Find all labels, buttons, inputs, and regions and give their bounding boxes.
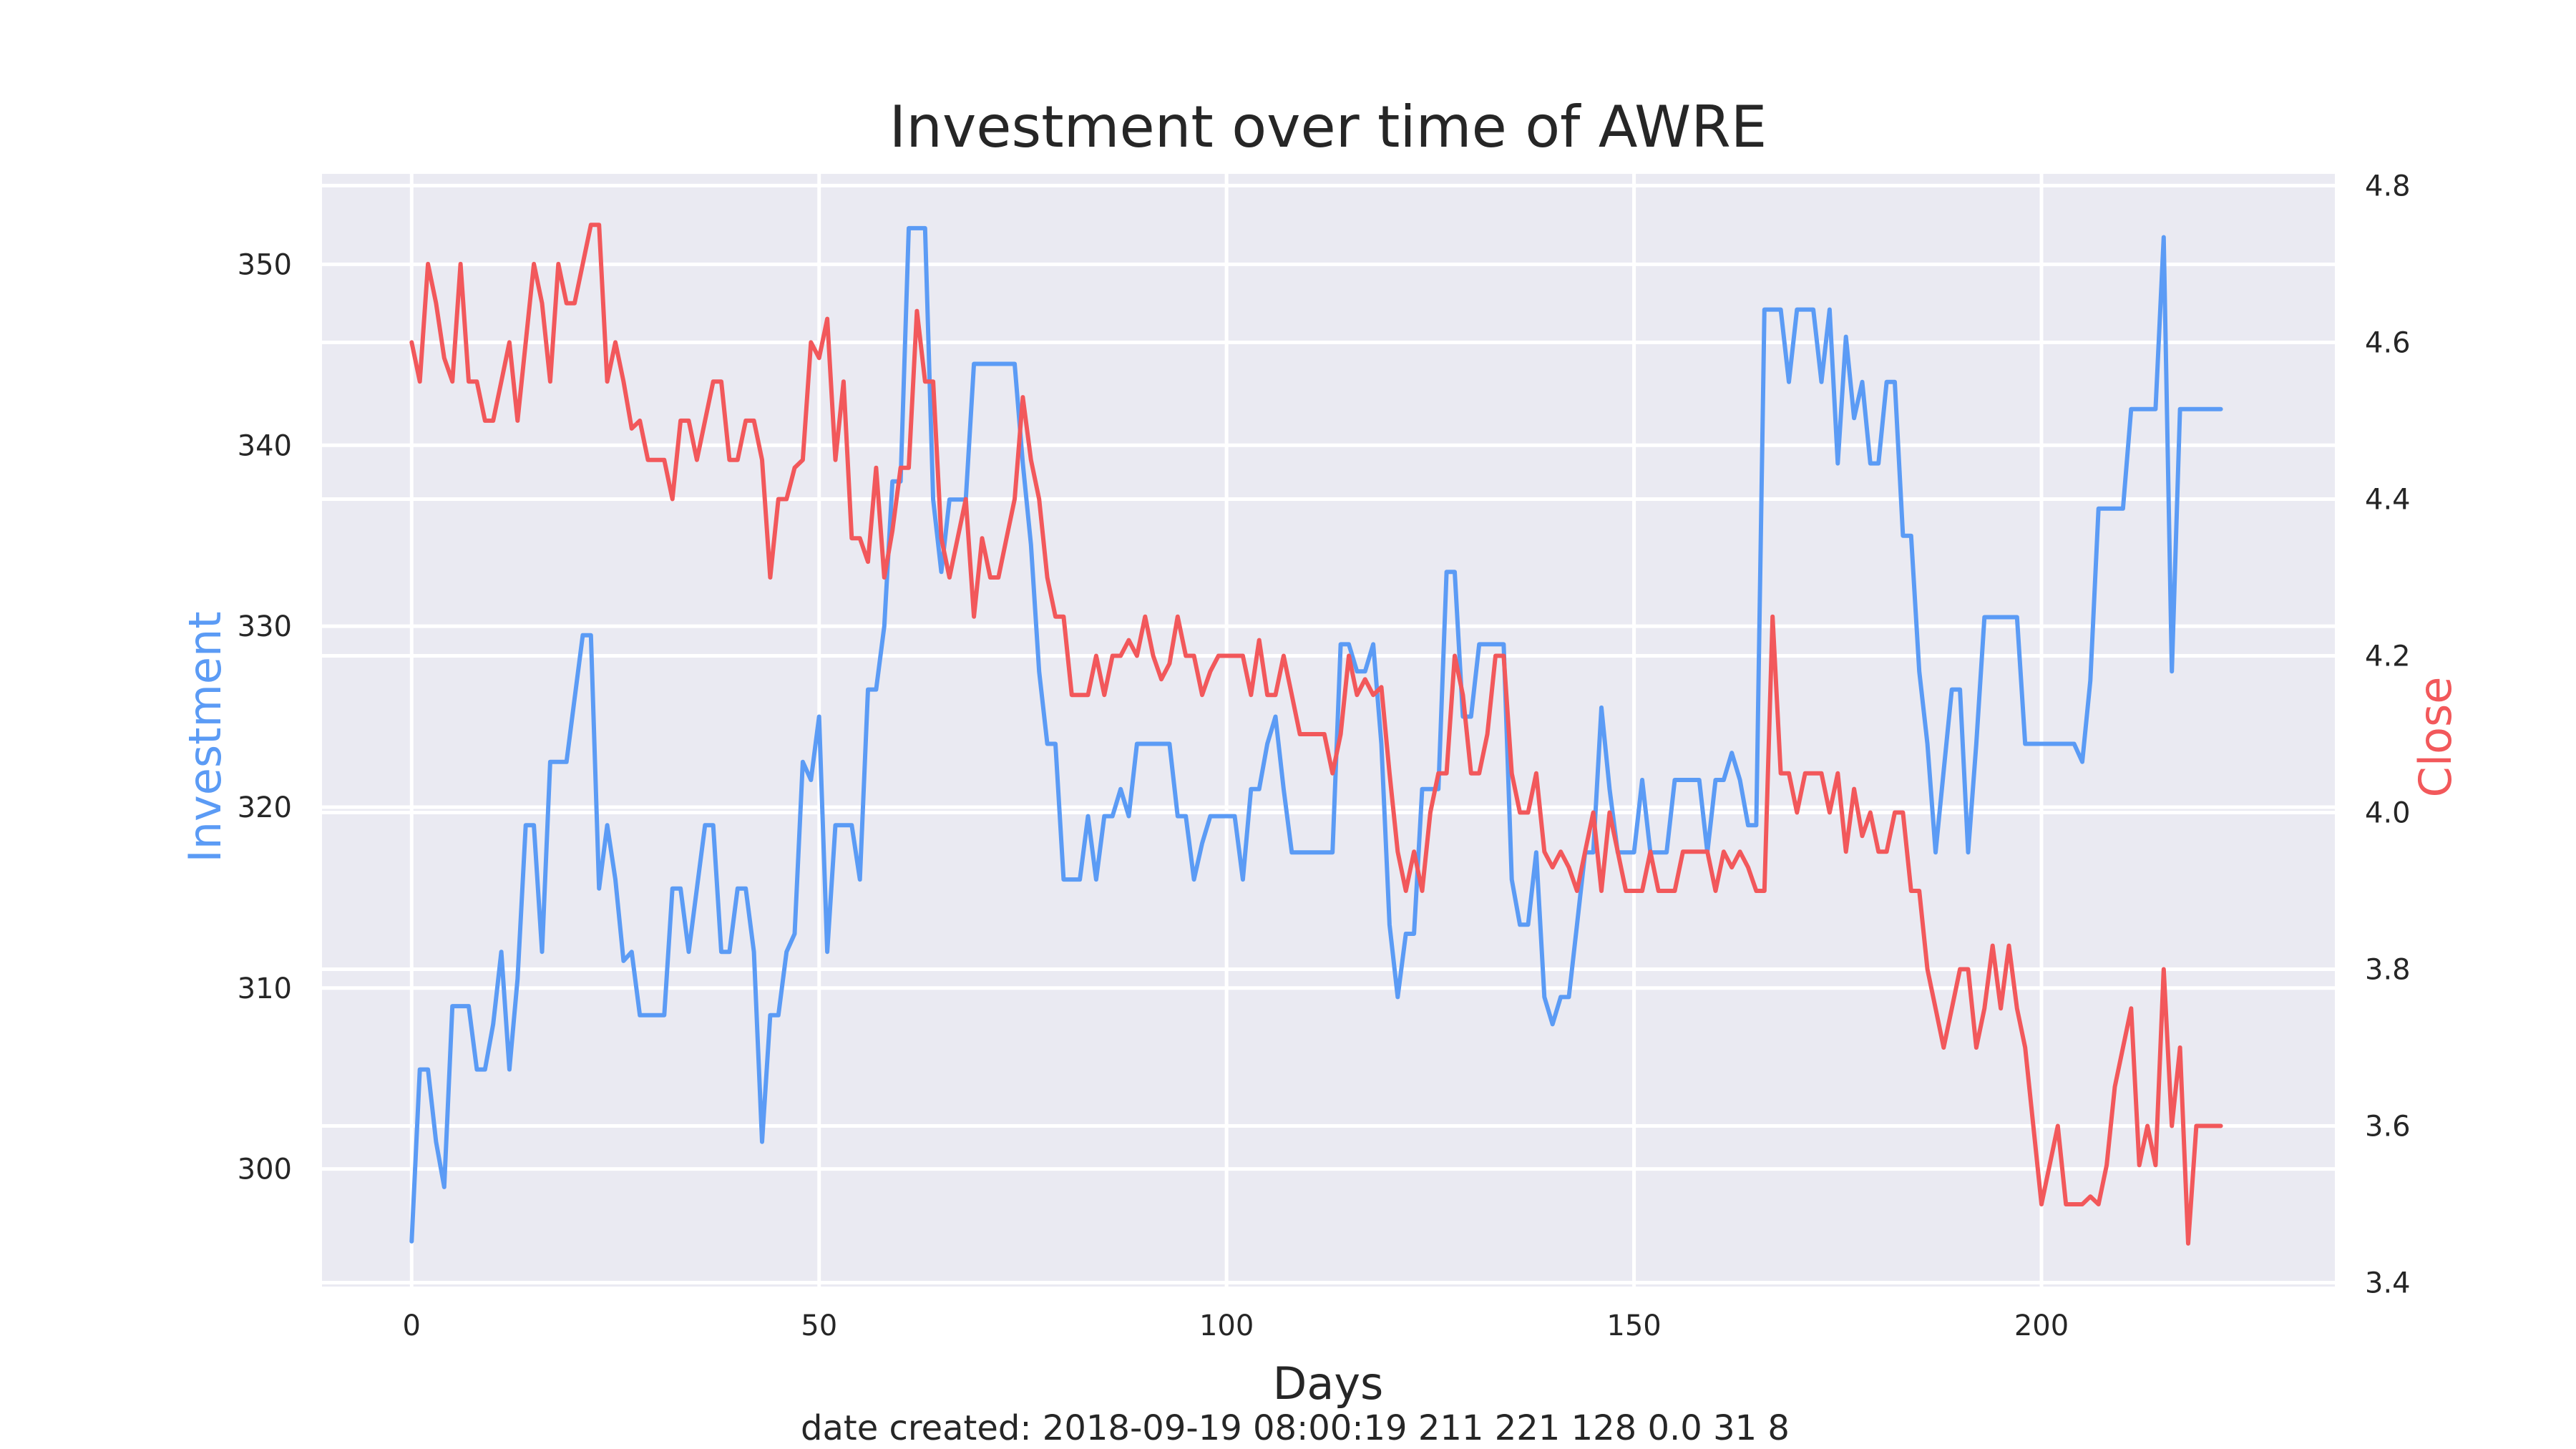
- series-lines: [409, 223, 2223, 1246]
- x-tick-label: 200: [2014, 1309, 2069, 1342]
- left-tick-label: 310: [238, 972, 292, 1005]
- left-axis-label: Investment: [179, 611, 231, 862]
- date-created-footer: date created: 2018-09-19 08:00:19 211 22…: [801, 1408, 1790, 1448]
- x-tick-label: 100: [1199, 1309, 1254, 1342]
- right-tick-label: 4.6: [2365, 326, 2411, 359]
- right-tick-label: 3.4: [2365, 1267, 2411, 1300]
- left-tick-label: 320: [238, 791, 292, 824]
- grid-lines: [322, 174, 2335, 1287]
- right-tick-label: 4.8: [2365, 170, 2411, 203]
- left-tick-label: 340: [238, 429, 292, 462]
- right-axis-label: Close: [2409, 677, 2462, 798]
- right-tick-label: 4.4: [2365, 483, 2411, 516]
- investment-line: [409, 225, 2223, 1244]
- x-tick-label: 150: [1606, 1309, 1661, 1342]
- left-tick-label: 350: [238, 248, 292, 281]
- left-tick-label: 300: [238, 1153, 292, 1186]
- chart-title: Investment over time of AWRE: [889, 94, 1767, 160]
- left-tick-label: 330: [238, 610, 292, 643]
- right-tick-label: 3.8: [2365, 953, 2411, 986]
- tick-labels: 0 50 100 150 200 300 310 320 330 340 350 3.4 3.6 3.8 4…: [238, 170, 2411, 1342]
- x-axis-label: Days: [1273, 1357, 1384, 1410]
- close-line: [409, 223, 2223, 1246]
- x-tick-label: 50: [801, 1309, 837, 1342]
- right-tick-label: 3.6: [2365, 1111, 2411, 1143]
- right-tick-label: 4.0: [2365, 796, 2411, 829]
- x-tick-label: 0: [403, 1309, 421, 1342]
- plot-background: [322, 174, 2335, 1287]
- right-tick-label: 4.2: [2365, 640, 2411, 673]
